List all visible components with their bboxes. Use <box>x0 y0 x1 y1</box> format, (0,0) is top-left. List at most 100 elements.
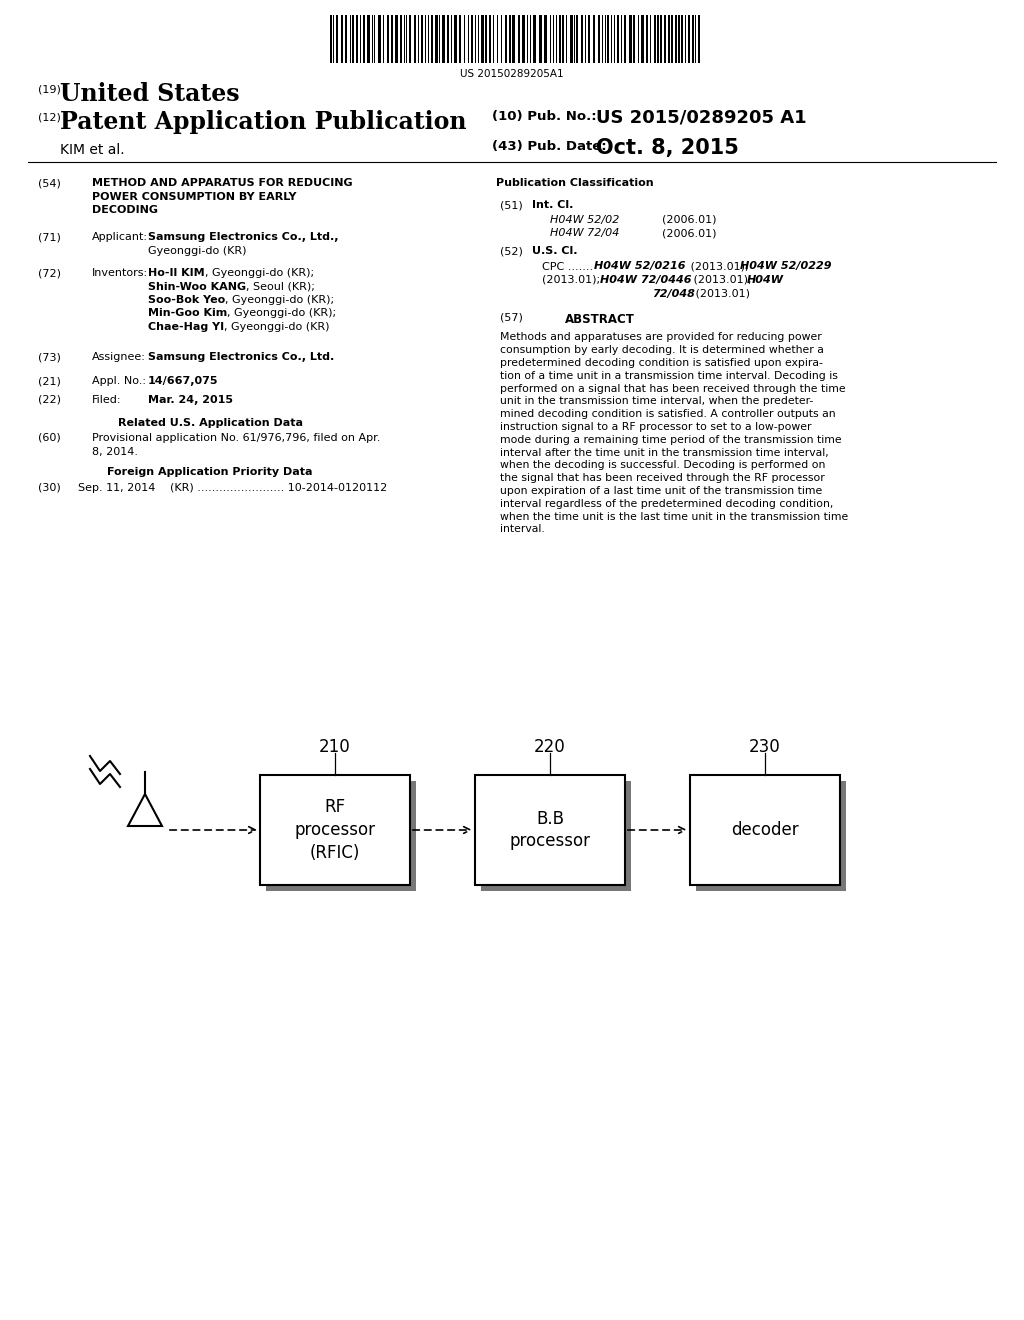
Text: Shin-Woo KANG: Shin-Woo KANG <box>148 281 246 292</box>
Text: Foreign Application Priority Data: Foreign Application Priority Data <box>108 467 312 477</box>
Bar <box>626 15 629 63</box>
Text: POWER CONSUMPTION BY EARLY: POWER CONSUMPTION BY EARLY <box>92 191 297 202</box>
Text: Int. Cl.: Int. Cl. <box>532 201 573 210</box>
Bar <box>686 15 688 63</box>
Bar <box>440 15 442 63</box>
Bar <box>593 15 595 63</box>
Bar <box>336 15 338 63</box>
Bar <box>515 15 518 63</box>
Bar <box>624 15 626 63</box>
Bar <box>683 15 685 63</box>
Bar <box>435 15 438 63</box>
Bar <box>442 15 445 63</box>
Bar <box>696 15 698 63</box>
Bar <box>387 15 389 63</box>
Bar <box>696 781 846 891</box>
Text: United States: United States <box>60 82 240 106</box>
Text: H04W 52/02: H04W 52/02 <box>550 214 620 224</box>
Bar <box>595 15 598 63</box>
Bar <box>490 15 493 63</box>
Bar <box>423 15 425 63</box>
Bar <box>338 15 341 63</box>
Text: U.S. Cl.: U.S. Cl. <box>532 246 578 256</box>
Bar <box>598 15 600 63</box>
Bar <box>528 15 530 63</box>
Text: Sep. 11, 2014: Sep. 11, 2014 <box>78 483 156 492</box>
Bar <box>365 15 367 63</box>
Bar <box>449 15 451 63</box>
Bar <box>465 15 468 63</box>
Bar <box>551 15 553 63</box>
Text: ABSTRACT: ABSTRACT <box>565 313 635 326</box>
Bar <box>590 15 593 63</box>
Text: (52): (52) <box>500 246 523 256</box>
Bar <box>612 15 614 63</box>
Bar <box>690 775 840 884</box>
Bar <box>358 15 360 63</box>
Bar <box>603 15 605 63</box>
Text: Assignee:: Assignee: <box>92 352 145 362</box>
Bar <box>457 15 459 63</box>
Text: , Gyeonggi-do (KR);: , Gyeonggi-do (KR); <box>225 294 335 305</box>
Text: (2006.01): (2006.01) <box>662 214 717 224</box>
Bar <box>498 15 501 63</box>
Bar <box>520 15 522 63</box>
Bar <box>666 15 668 63</box>
Bar <box>362 15 365 63</box>
Bar <box>562 15 564 63</box>
Bar <box>554 15 556 63</box>
Bar <box>609 15 611 63</box>
Bar <box>489 15 490 63</box>
Bar <box>343 15 345 63</box>
Bar <box>660 15 662 63</box>
Text: (2006.01): (2006.01) <box>662 228 717 238</box>
Bar <box>381 15 383 63</box>
Text: Mar. 24, 2015: Mar. 24, 2015 <box>148 395 233 405</box>
Bar <box>646 15 648 63</box>
Bar <box>469 15 471 63</box>
Text: 220: 220 <box>535 738 566 756</box>
Text: Samsung Electronics Co., Ltd.,: Samsung Electronics Co., Ltd., <box>148 232 339 242</box>
Text: US 20150289205A1: US 20150289205A1 <box>460 69 564 79</box>
Bar <box>445 15 447 63</box>
Bar <box>389 15 391 63</box>
Bar <box>578 15 581 63</box>
Bar <box>481 15 484 63</box>
Bar <box>475 775 625 884</box>
Text: (60): (60) <box>38 433 60 444</box>
Bar <box>512 15 515 63</box>
Bar <box>635 15 638 63</box>
Text: (30): (30) <box>38 483 60 492</box>
Bar <box>583 15 585 63</box>
Bar <box>391 15 393 63</box>
Text: 72/048: 72/048 <box>652 289 695 298</box>
Text: , Seoul (KR);: , Seoul (KR); <box>246 281 315 292</box>
Bar <box>429 15 431 63</box>
Bar <box>347 15 350 63</box>
Text: 8, 2014.: 8, 2014. <box>92 446 138 457</box>
Bar <box>407 15 409 63</box>
Bar <box>447 15 449 63</box>
Text: US 2015/0289205 A1: US 2015/0289205 A1 <box>596 108 807 125</box>
Bar <box>678 15 680 63</box>
Bar <box>615 15 617 63</box>
Bar <box>531 15 534 63</box>
Bar <box>416 15 418 63</box>
Bar <box>384 15 387 63</box>
Text: (10) Pub. No.:: (10) Pub. No.: <box>492 110 597 123</box>
Bar <box>570 15 573 63</box>
Bar <box>641 15 644 63</box>
Text: (57): (57) <box>500 313 523 323</box>
Bar <box>567 15 570 63</box>
Bar <box>525 15 527 63</box>
Text: Min-Goo Kim: Min-Goo Kim <box>148 309 227 318</box>
Bar <box>414 15 416 63</box>
Text: Inventors:: Inventors: <box>92 268 148 279</box>
Bar <box>690 15 692 63</box>
Text: , Gyeonggi-do (KR);: , Gyeonggi-do (KR); <box>227 309 336 318</box>
Bar <box>494 15 497 63</box>
Text: RF
processor
(RFIC): RF processor (RFIC) <box>295 799 376 862</box>
Text: Methods and apparatuses are provided for reducing power
consumption by early dec: Methods and apparatuses are provided for… <box>500 333 848 535</box>
Bar <box>651 15 654 63</box>
Bar <box>431 15 433 63</box>
